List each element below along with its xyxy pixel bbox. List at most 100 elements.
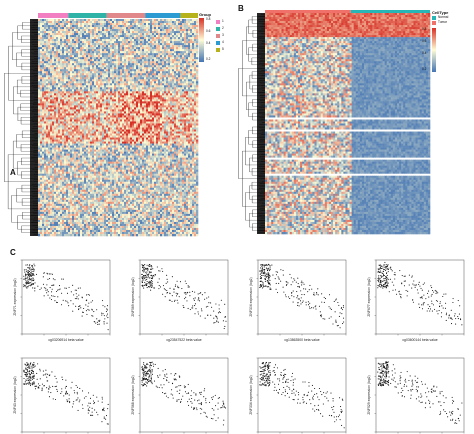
scatter-point: [192, 305, 194, 307]
scatter-point: [400, 371, 402, 373]
scatter-point: [420, 296, 422, 299]
scatter-point: [394, 278, 396, 280]
scatter-point: [262, 382, 264, 384]
scatter-point: [48, 385, 50, 387]
scatter-point: [411, 379, 413, 381]
scatter-point: [107, 408, 109, 410]
scatter-point: [28, 274, 30, 276]
scatter-point: [61, 391, 63, 393]
scatter-point: [262, 286, 264, 288]
scatter-point: [37, 363, 39, 365]
scatter-point: [335, 298, 337, 300]
scatter-point: [273, 389, 275, 391]
scatter-point: [34, 282, 36, 284]
scatter-point: [314, 387, 316, 390]
scatter-point: [154, 274, 157, 276]
scatter-point: [101, 312, 103, 314]
scatter-point: [50, 295, 53, 297]
scatter-plot: cg05365307 beta valueZNF529 expression (…: [367, 357, 465, 434]
scatter-point: [280, 374, 282, 376]
scatter-point: [380, 281, 382, 283]
scatter-point: [414, 375, 416, 377]
scatter-point: [438, 310, 440, 312]
scatter-point: [28, 377, 30, 379]
scatter-point: [65, 300, 67, 302]
scatter-point: [411, 275, 413, 277]
scatter-point: [190, 401, 192, 403]
scatter-point: [320, 413, 322, 415]
scatter-point: [431, 303, 433, 305]
scatter-point: [260, 367, 262, 369]
scatter-point: [26, 362, 28, 364]
scatter-point: [49, 386, 51, 388]
scatter-point: [145, 275, 147, 277]
scatter-point: [150, 365, 153, 367]
scatter-point: [264, 367, 266, 369]
scatter-point: [56, 390, 58, 392]
scatter-frame: [257, 259, 347, 335]
scatter-point: [293, 278, 295, 280]
scatter-point: [75, 399, 77, 401]
scatter-point: [161, 268, 163, 270]
scatter-point: [213, 317, 215, 319]
scatter-point: [87, 293, 89, 296]
scatter-point: [314, 410, 316, 412]
scatter-point: [268, 364, 270, 366]
scatter-point: [68, 286, 70, 288]
scatter-point: [26, 368, 28, 370]
scatter-point: [293, 296, 295, 298]
scatter-point: [416, 389, 419, 392]
scatter-point: [85, 304, 87, 306]
scatter-point: [385, 269, 387, 272]
scatter-point: [259, 374, 261, 376]
scatter-point: [297, 298, 299, 300]
scatter-point: [383, 280, 385, 282]
scatter-point: [67, 302, 69, 304]
scatter-point: [379, 275, 381, 277]
scatter-point: [339, 406, 342, 408]
scatter-point: [170, 373, 172, 375]
scatter-point: [341, 307, 343, 309]
scatter-point: [174, 378, 176, 380]
scatter-point: [153, 275, 155, 277]
scatter-point: [64, 387, 66, 389]
scatter-point: [416, 289, 418, 291]
scatter-point: [87, 305, 89, 307]
scatter-point: [223, 419, 225, 421]
scatter-point: [211, 397, 213, 399]
scatter-point: [451, 318, 453, 320]
scatter-point: [28, 367, 30, 369]
scatter-point: [326, 391, 328, 393]
scatter-point: [208, 296, 210, 298]
scatter-point: [278, 277, 280, 279]
scatter-point: [91, 309, 93, 311]
scatter-point: [149, 264, 151, 266]
scatter-point: [321, 293, 323, 295]
scatter-point: [26, 378, 28, 380]
scatter-point: [154, 363, 156, 365]
scatter-point: [265, 275, 267, 277]
scatter-point: [268, 282, 270, 284]
scatter-point: [417, 381, 419, 383]
scatter-point: [176, 280, 178, 282]
scatter-point: [322, 415, 324, 417]
scatter-point: [329, 307, 331, 309]
scatter-point: [176, 399, 178, 401]
scatter-point: [298, 305, 300, 307]
scatter-point: [145, 283, 148, 285]
scatter-point: [141, 280, 143, 282]
scatter-point: [413, 280, 415, 282]
scatter-point: [150, 377, 152, 379]
scatter-point: [51, 371, 53, 373]
scatter-point: [386, 266, 388, 268]
scatter-point: [264, 272, 266, 274]
scatter-point: [164, 375, 166, 377]
scatter-point: [292, 384, 294, 386]
scatter-point: [144, 365, 146, 367]
scatter-point: [153, 380, 156, 382]
scatter-point: [412, 382, 414, 384]
scatter-point: [383, 381, 385, 383]
scatter-point: [42, 276, 44, 278]
scatter-point: [23, 269, 25, 271]
scatter-point: [203, 396, 205, 398]
